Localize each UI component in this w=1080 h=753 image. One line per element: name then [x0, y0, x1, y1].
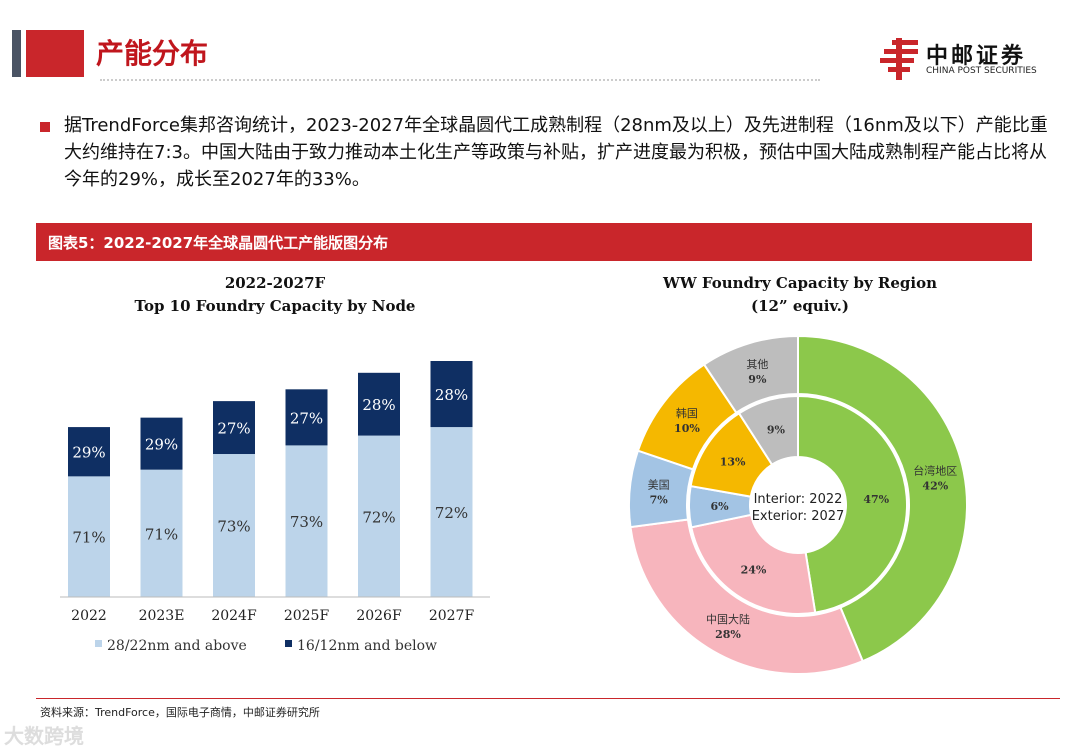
- figure-title-bar: [36, 223, 1032, 261]
- company-logo: 中邮证券 CHINA POST SECURITIES: [880, 38, 1050, 82]
- x-tick-label: 2023E: [139, 608, 185, 624]
- bar-segment-advanced: [68, 427, 110, 477]
- bar-segment-mature: [68, 476, 110, 597]
- slice-category-label: 韩国: [676, 406, 698, 420]
- header-divider: [100, 79, 820, 81]
- legend-label: 16/12nm and below: [297, 638, 437, 654]
- pie-chart-title-line1: WW Foundry Capacity by Region: [663, 274, 937, 292]
- pie-chart-title-line2: (12” equiv.): [751, 297, 849, 315]
- bar-chart-title-line2: Top 10 Foundry Capacity by Node: [134, 297, 416, 315]
- source-note: 资料来源：TrendForce，国际电子商情，中邮证券研究所: [40, 706, 320, 719]
- donut-slice-outer: [702, 334, 799, 415]
- slice-category-label: 美国: [648, 478, 670, 491]
- legend-label: 28/22nm and above: [107, 638, 247, 654]
- watermark: 大数跨境: [4, 724, 84, 748]
- bar-label-advanced: 28%: [435, 386, 468, 404]
- bar-segment-mature: [213, 454, 255, 597]
- bar-segment-advanced: [140, 417, 183, 470]
- bar-segment-advanced: [213, 401, 255, 455]
- x-tick-label: 2025F: [284, 608, 330, 624]
- bar-segment-mature: [285, 445, 328, 597]
- bar-label-advanced: 29%: [72, 444, 105, 462]
- donut-slice-inner: [737, 394, 799, 467]
- legend-swatch: [285, 640, 292, 647]
- slice-category-label: 中国大陆: [706, 612, 750, 626]
- slice-value-label: 13%: [720, 456, 746, 469]
- slice-category-label: 台湾地区: [913, 464, 957, 478]
- slice-value-label: 10%: [674, 422, 700, 435]
- bar-segment-advanced: [430, 361, 473, 428]
- bar-label-advanced: 28%: [362, 396, 395, 414]
- bar-label-advanced: 27%: [217, 420, 250, 438]
- donut-slice-inner: [690, 513, 817, 615]
- bar-segment-advanced: [285, 389, 328, 446]
- bar-chart-title: 2022-2027F Top 10 Foundry Capacity by No…: [60, 272, 490, 318]
- x-tick-label: 2024F: [211, 608, 257, 624]
- body-paragraph: 据TrendForce集邦咨询统计，2023-2027年全球晶圆代工成熟制程（2…: [64, 115, 1048, 190]
- pie-chart-title: WW Foundry Capacity by Region (12” equiv…: [600, 272, 1000, 318]
- donut-slice-inner: [797, 394, 909, 614]
- x-tick-label: 2026F: [356, 608, 402, 624]
- slice-value-label: 9%: [767, 424, 786, 437]
- header-accent-gray: [12, 30, 21, 77]
- header-accent-red: [26, 30, 84, 77]
- bar-segment-advanced: [358, 372, 400, 436]
- logo-text-en: CHINA POST SECURITIES: [926, 66, 1037, 76]
- slice-value-label: 9%: [748, 373, 767, 386]
- slice-value-label: 47%: [863, 493, 889, 506]
- bar-label-mature: 73%: [290, 513, 323, 531]
- bar-label-mature: 72%: [435, 504, 468, 522]
- slice-value-label: 6%: [710, 500, 729, 513]
- legend-swatch: [95, 640, 102, 647]
- bullet-icon: [40, 122, 50, 132]
- bar-label-mature: 72%: [362, 508, 395, 526]
- slice-category-label: 其他: [746, 358, 768, 371]
- bar-segment-mature: [430, 427, 473, 597]
- donut-slice-outer: [629, 518, 864, 675]
- slice-value-label: 28%: [715, 628, 741, 641]
- bar-label-mature: 71%: [145, 525, 178, 543]
- bar-label-mature: 71%: [72, 529, 105, 547]
- center-label: Interior: 2022: [754, 492, 843, 507]
- bar-label-mature: 73%: [217, 518, 250, 536]
- bar-label-advanced: 27%: [290, 409, 323, 427]
- bar-segment-mature: [358, 435, 400, 597]
- slice-value-label: 24%: [741, 564, 767, 577]
- bar-segment-mature: [140, 469, 183, 597]
- logo-text-cn: 中邮证券: [926, 44, 1027, 69]
- bar-label-advanced: 29%: [145, 436, 178, 454]
- footer-divider: [36, 698, 1060, 699]
- slice-value-label: 42%: [922, 480, 948, 493]
- x-tick-label: 2027F: [429, 608, 475, 624]
- donut-slice-outer: [797, 334, 968, 663]
- bar-chart-title-line1: 2022-2027F: [224, 274, 326, 292]
- figure-title: 图表5：2022-2027年全球晶圆代工产能版图分布: [48, 234, 389, 252]
- page-title: 产能分布: [96, 37, 209, 70]
- china-post-logo-icon: [880, 38, 918, 80]
- center-label: Exterior: 2027: [752, 509, 845, 524]
- x-tick-label: 2022: [71, 608, 107, 624]
- slice-value-label: 7%: [650, 493, 669, 506]
